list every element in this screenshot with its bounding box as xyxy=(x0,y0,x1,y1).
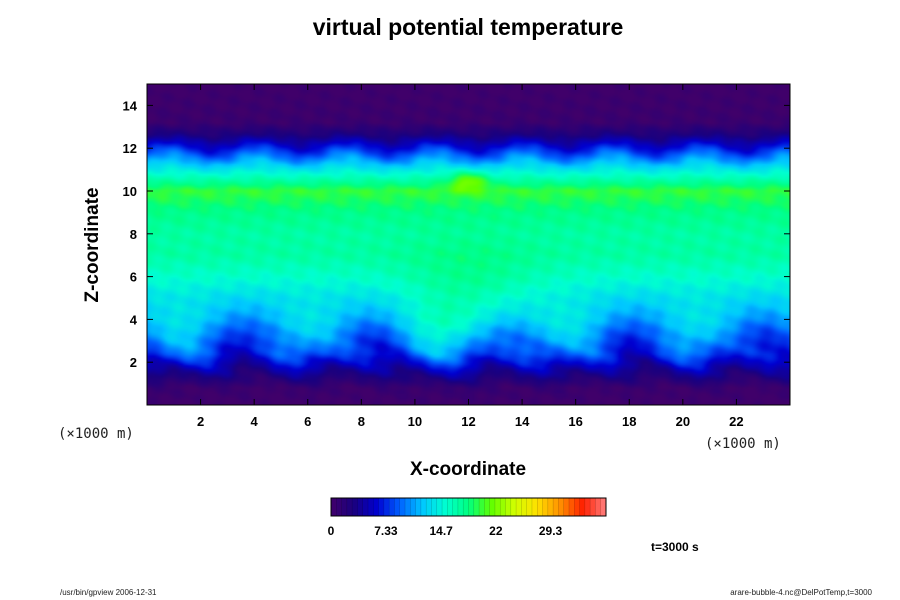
colorbar-segment xyxy=(521,498,528,516)
z-unit-label: (×1000 m) xyxy=(58,426,134,442)
x-tick-label: 6 xyxy=(304,414,311,429)
colorbar-segment xyxy=(468,498,475,516)
x-tick-label: 20 xyxy=(676,414,690,429)
colorbar-tick-label: 7.33 xyxy=(374,524,398,538)
colorbar-segment xyxy=(405,498,411,516)
x-axis: 2 4 6 8 10 12 14 16 18 20 22 xyxy=(197,84,744,429)
y-tick-label: 8 xyxy=(130,227,137,242)
time-annotation: t=3000 s xyxy=(651,540,699,554)
colorbar-segment xyxy=(526,498,533,516)
colorbar-segment xyxy=(537,498,543,516)
colorbar-segment xyxy=(357,498,364,516)
colorbar-segment xyxy=(410,498,417,516)
colorbar-segment xyxy=(494,498,501,516)
colorbar-segment xyxy=(368,498,374,516)
x-tick-label: 8 xyxy=(358,414,365,429)
colorbar-segment xyxy=(442,498,448,516)
colorbar-segment xyxy=(579,498,586,516)
colorbar-segment xyxy=(420,498,427,516)
colorbar-frame xyxy=(330,497,607,517)
colorbar-segment xyxy=(553,498,559,516)
x-tick-label: 4 xyxy=(251,414,259,429)
colorbar-segment xyxy=(542,498,549,516)
x-tick-label: 10 xyxy=(408,414,422,429)
x-unit-label: (×1000 m) xyxy=(705,436,781,452)
y-tick-label: 2 xyxy=(130,355,137,370)
chart-title: virtual potential temperature xyxy=(312,14,624,40)
y-tick-label: 14 xyxy=(123,98,138,113)
colorbar-segment xyxy=(436,498,443,516)
x-tick-label: 22 xyxy=(729,414,743,429)
colorbar-segment xyxy=(489,498,496,516)
colorbar-segment xyxy=(584,498,591,516)
colorbar-segment xyxy=(431,498,438,516)
colorbar-segment xyxy=(341,498,348,516)
x-tick-label: 14 xyxy=(515,414,530,429)
colorbar-segment xyxy=(383,498,390,516)
colorbar-segment xyxy=(600,498,607,516)
heatmap-field xyxy=(147,84,790,405)
colorbar-segment xyxy=(389,498,395,516)
colorbar-tick-label: 0 xyxy=(328,524,335,538)
x-axis-label: X-coordinate xyxy=(409,459,527,480)
colorbar-segment xyxy=(574,498,580,516)
x-tick-label: 2 xyxy=(197,414,204,429)
colorbar-segment xyxy=(505,498,512,516)
y-tick-label: 10 xyxy=(123,184,137,199)
colorbar-segment xyxy=(484,498,491,516)
colorbar: 0 7.33 14.7 22 29.3 xyxy=(328,497,607,538)
colorbar-segment xyxy=(500,498,506,516)
colorbar-segment xyxy=(547,498,554,516)
y-axis: 2 4 6 8 10 12 14 xyxy=(123,98,790,370)
colorbar-segment xyxy=(516,498,522,516)
y-tick-label: 12 xyxy=(123,141,137,156)
colorbar-tick-label: 22 xyxy=(489,524,503,538)
colorbar-segment xyxy=(394,498,401,516)
colorbar-segment xyxy=(558,498,565,516)
colorbar-segment xyxy=(457,498,464,516)
footer-command: /usr/bin/gpview 2006-12-31 xyxy=(60,588,157,597)
colorbar-segment xyxy=(510,498,517,516)
colorbar-segment xyxy=(331,498,337,516)
colorbar-segment xyxy=(563,498,570,516)
colorbar-segment xyxy=(590,498,596,516)
colorbar-segment xyxy=(378,498,385,516)
colorbar-segment xyxy=(373,498,379,516)
colorbar-segment xyxy=(452,498,459,516)
colorbar-segment xyxy=(463,498,469,516)
colorbar-segment xyxy=(336,498,342,516)
colorbar-segment xyxy=(399,498,406,516)
colorbar-segment xyxy=(531,498,538,516)
footer-source: arare-bubble-4.nc@DelPotTemp,t=3000 xyxy=(730,588,872,597)
y-tick-label: 6 xyxy=(130,270,137,285)
x-tick-label: 12 xyxy=(461,414,475,429)
colorbar-segment xyxy=(568,498,575,516)
y-tick-label: 4 xyxy=(130,312,138,327)
colorbar-segment xyxy=(473,498,480,516)
colorbar-segment xyxy=(595,498,602,516)
colorbar-segment xyxy=(426,498,432,516)
colorbar-tick-label: 29.3 xyxy=(539,524,563,538)
x-tick-label: 16 xyxy=(568,414,582,429)
colorbar-segment xyxy=(415,498,422,516)
colorbar-segment xyxy=(447,498,454,516)
colorbar-segment xyxy=(352,498,358,516)
colorbar-segment xyxy=(479,498,485,516)
colorbar-segment xyxy=(362,498,369,516)
colorbar-tick-label: 14.7 xyxy=(429,524,453,538)
x-tick-label: 18 xyxy=(622,414,636,429)
colorbar-segment xyxy=(346,498,353,516)
